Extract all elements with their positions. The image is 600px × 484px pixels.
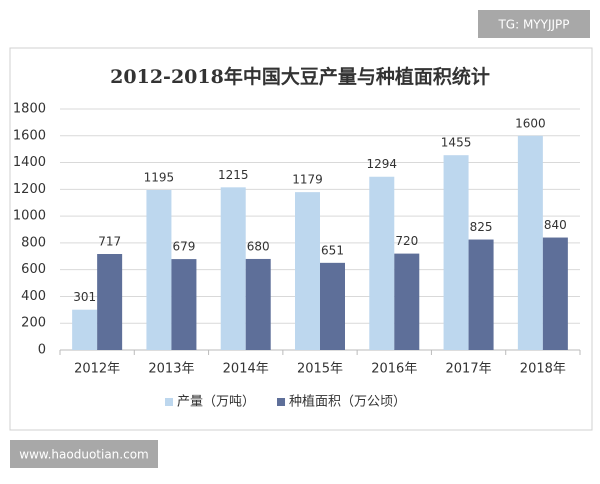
bar bbox=[468, 239, 494, 350]
bar bbox=[394, 253, 420, 350]
x-tick-label: 2013年 bbox=[148, 362, 194, 377]
data-label: 1195 bbox=[144, 171, 175, 185]
data-label: 301 bbox=[73, 290, 96, 304]
bar bbox=[97, 254, 123, 350]
bar bbox=[517, 135, 543, 350]
legend-swatch bbox=[277, 398, 286, 406]
x-tick-label: 2018年 bbox=[520, 362, 566, 377]
bar bbox=[320, 262, 345, 350]
y-tick-label: 400 bbox=[21, 289, 46, 304]
x-tick-label: 2012年 bbox=[74, 362, 120, 377]
data-label: 840 bbox=[544, 218, 567, 232]
data-label: 1600 bbox=[515, 116, 546, 130]
y-tick-label: 800 bbox=[21, 235, 46, 250]
bar bbox=[171, 259, 197, 350]
bar bbox=[220, 187, 246, 350]
data-label: 680 bbox=[247, 239, 270, 253]
y-tick-label: 1000 bbox=[13, 209, 46, 224]
bar bbox=[295, 192, 320, 350]
watermark-box bbox=[478, 10, 590, 38]
legend-label: 产量（万吨） bbox=[177, 395, 255, 410]
watermark: www.haoduotian.com bbox=[19, 448, 148, 462]
data-label: 1179 bbox=[292, 173, 323, 187]
bar bbox=[542, 237, 568, 350]
chart-title: 2012-2018年中国大豆产量与种植面积统计 bbox=[110, 65, 490, 88]
bar bbox=[443, 155, 469, 350]
y-tick-label: 0 bbox=[38, 343, 46, 358]
y-tick-label: 1200 bbox=[13, 182, 46, 197]
y-tick-label: 1400 bbox=[13, 155, 46, 170]
bar bbox=[245, 258, 271, 350]
data-label: 825 bbox=[470, 220, 493, 234]
data-label: 720 bbox=[395, 234, 418, 248]
data-label: 1455 bbox=[441, 136, 472, 150]
bar bbox=[369, 176, 395, 350]
bar bbox=[72, 309, 98, 350]
x-tick-label: 2014年 bbox=[223, 362, 269, 377]
y-tick-label: 200 bbox=[21, 316, 46, 331]
watermark-box bbox=[10, 440, 158, 468]
data-label: 679 bbox=[172, 240, 195, 254]
x-tick-label: 2015年 bbox=[297, 362, 343, 377]
chart-border bbox=[9, 47, 593, 431]
data-label: 717 bbox=[98, 235, 121, 249]
y-tick-label: 1800 bbox=[13, 102, 46, 117]
legend-swatch bbox=[165, 398, 173, 406]
legend-label: 种植面积（万公顷） bbox=[289, 395, 406, 410]
data-label: 1294 bbox=[367, 157, 398, 171]
bar bbox=[146, 190, 172, 350]
data-label: 651 bbox=[321, 243, 344, 257]
watermark: TG: MYYJJPP bbox=[497, 18, 569, 32]
y-tick-label: 600 bbox=[21, 262, 46, 277]
y-tick-label: 1600 bbox=[13, 128, 46, 143]
data-label: 1215 bbox=[218, 168, 249, 182]
x-tick-label: 2016年 bbox=[371, 362, 417, 377]
x-tick-label: 2017年 bbox=[446, 362, 492, 377]
